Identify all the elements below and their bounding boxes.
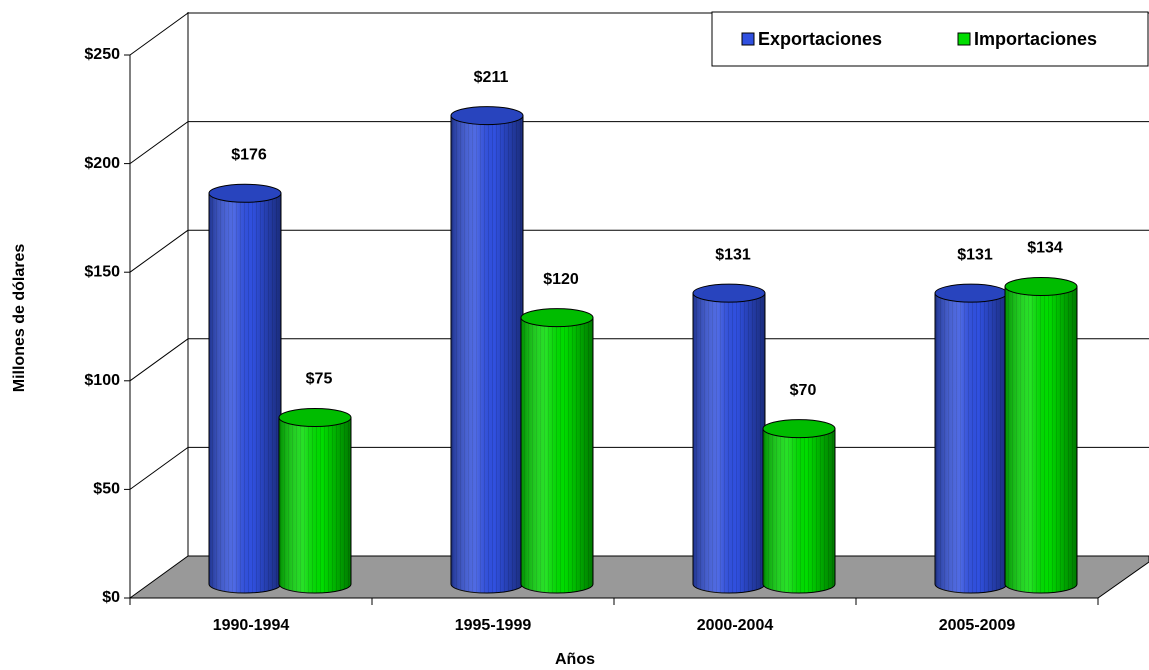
grid-line	[129, 12, 189, 56]
cylinder	[762, 419, 836, 594]
y-axis-label: Millones de dólares	[11, 244, 28, 393]
legend-swatch	[741, 32, 755, 46]
cylinder-shade	[209, 193, 281, 593]
cylinder	[520, 308, 594, 594]
legend-label: Importaciones	[974, 29, 1097, 49]
cylinder-top-shade	[1005, 277, 1077, 296]
x-tick-label: 1990-1994	[213, 617, 290, 634]
plot-walls	[128, 12, 1149, 599]
data-label: $75	[306, 371, 333, 388]
y-tick-label: $0	[102, 589, 120, 606]
cylinder-top	[1004, 277, 1078, 297]
cylinder	[692, 283, 766, 594]
cylinder-top	[208, 183, 282, 203]
cylinder-shade	[1005, 286, 1077, 593]
y-tick-label: $150	[84, 263, 120, 280]
data-label: $134	[1027, 240, 1063, 257]
y-tick-label: $100	[84, 372, 120, 389]
legend-swatch	[957, 32, 971, 46]
grid-line	[129, 121, 189, 165]
x-tick-label: 1995-1999	[455, 617, 532, 634]
cylinder-shade	[693, 293, 765, 593]
y-tick-label: $200	[84, 155, 120, 172]
x-axis-label: Años	[555, 651, 595, 668]
x-tick-label: 2000-2004	[697, 617, 774, 634]
cylinder	[208, 183, 282, 594]
cylinder	[278, 408, 352, 594]
cylinder-top-shade	[693, 284, 765, 303]
legend-box	[711, 11, 1149, 67]
cylinder-shade	[763, 428, 835, 593]
cylinder	[1004, 277, 1078, 594]
legend-label: Exportaciones	[758, 29, 882, 49]
grid-line	[129, 338, 189, 382]
cylinder-top-shade	[451, 106, 523, 125]
cylinder-top	[278, 408, 352, 427]
cylinder-shade	[279, 417, 351, 593]
legend: Exportaciones Importaciones	[711, 11, 1149, 67]
cylinder-shade	[521, 317, 593, 593]
data-label: $120	[543, 271, 579, 288]
data-label: $70	[790, 382, 817, 399]
cylinder-top	[692, 283, 766, 303]
cylinder-top-shade	[935, 284, 1007, 303]
x-tick-label: 2005-2009	[939, 617, 1016, 634]
cylinder-top	[762, 419, 836, 439]
grid-line	[129, 446, 189, 490]
cylinder-top-shade	[209, 184, 281, 203]
data-label: $176	[231, 146, 267, 163]
cylinder-top-shade	[763, 419, 835, 438]
cylinder-top	[520, 308, 594, 328]
cylinder	[934, 283, 1008, 594]
y-tick-label: $50	[93, 481, 120, 498]
cylinder-shade	[935, 293, 1007, 593]
cylinder-shade	[451, 115, 523, 593]
data-label: $131	[715, 246, 751, 263]
y-tick-label: $250	[84, 46, 120, 63]
cylinder-top-shade	[521, 308, 593, 327]
cylinder	[450, 106, 524, 594]
grid-line	[129, 229, 189, 273]
data-label: $131	[957, 246, 993, 263]
data-label: $211	[474, 69, 509, 86]
cylinder-top-shade	[279, 408, 351, 427]
cylinder-top	[450, 106, 524, 126]
